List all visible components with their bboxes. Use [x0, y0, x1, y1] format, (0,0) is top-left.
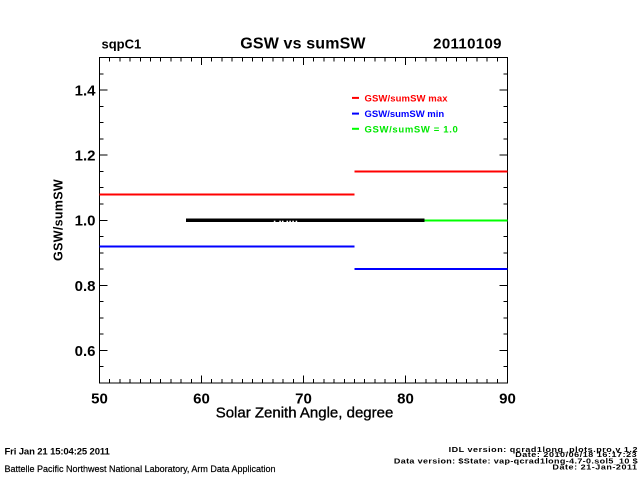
svg-text:Battelle Pacific Northwest Nat: Battelle Pacific Northwest National Labo…	[5, 464, 276, 474]
svg-text:GSW vs sumSW: GSW vs sumSW	[240, 36, 366, 53]
svg-text:90: 90	[499, 390, 516, 407]
svg-text:Data version: $State: vap-qcra: Data version: $State: vap-qcrad1long-4.7…	[394, 457, 638, 465]
svg-text:Date: 2010/06/18 16:17:23: Date: 2010/06/18 16:17:23	[515, 451, 637, 459]
svg-text:0.6: 0.6	[75, 343, 96, 360]
svg-text:IDL version: qcrad1long_plots.: IDL version: qcrad1long_plots.pro,v 1.2	[449, 446, 638, 454]
svg-text:0.8: 0.8	[75, 278, 96, 295]
svg-text:GSW/sumSW max: GSW/sumSW max	[365, 93, 449, 104]
svg-text:Date: 21-Jan-2011: Date: 21-Jan-2011	[552, 463, 637, 471]
svg-text:70: 70	[295, 390, 312, 407]
svg-text:sqpC1: sqpC1	[102, 37, 142, 52]
svg-text:50: 50	[91, 390, 108, 407]
svg-text:60: 60	[193, 390, 210, 407]
svg-text:GSW/sumSW: GSW/sumSW	[52, 179, 66, 261]
svg-text:1.4: 1.4	[75, 82, 97, 99]
svg-text:Solar Zenith Angle, degree: Solar Zenith Angle, degree	[216, 404, 394, 421]
svg-text:GSW/sumSW min: GSW/sumSW min	[365, 109, 445, 120]
svg-text:1.0: 1.0	[75, 213, 96, 230]
svg-text:GSW/sumSW = 1.0: GSW/sumSW = 1.0	[365, 124, 459, 135]
svg-text:1.2: 1.2	[75, 148, 96, 165]
svg-text:20110109: 20110109	[433, 35, 502, 52]
svg-text:Fri Jan 21 15:04:25 2011: Fri Jan 21 15:04:25 2011	[5, 447, 111, 458]
svg-text:80: 80	[397, 390, 414, 407]
